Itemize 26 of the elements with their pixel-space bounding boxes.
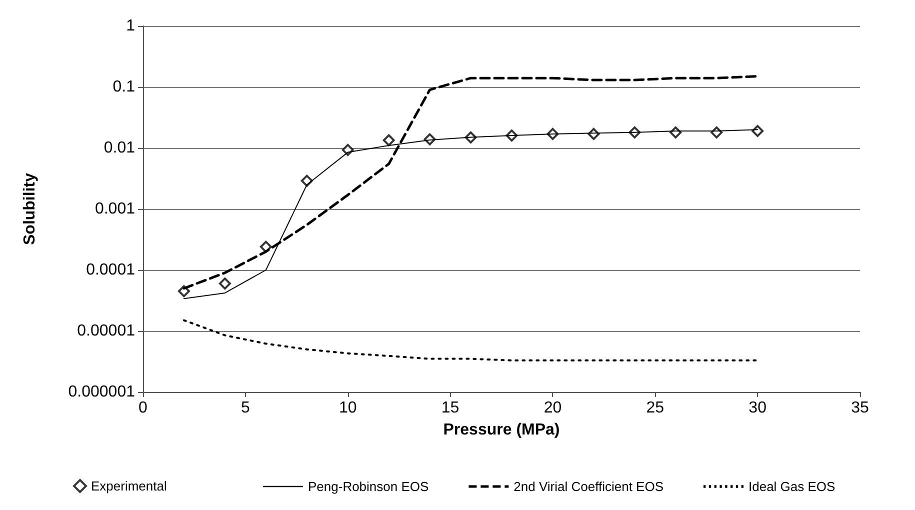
y-axis-title: Solubility [22, 172, 38, 245]
x-tick-label: 10 [338, 400, 357, 416]
point [260, 240, 272, 253]
x-axis-title: Pressure (MPa) [443, 422, 560, 438]
y-tick-label: 0.000001 [68, 384, 136, 400]
x-tick-label: 15 [441, 400, 460, 416]
y-tick-label: 0.0001 [86, 262, 136, 278]
line-series [182, 319, 759, 362]
legend-label: Experimental [91, 478, 167, 494]
x-tick-label: 20 [544, 400, 562, 416]
y-tick-label: 0.1 [112, 78, 136, 96]
x-tick-label: 30 [748, 400, 767, 416]
y-tick-label: 0.001 [94, 200, 136, 218]
x-tick-label: 25 [646, 400, 664, 416]
point [752, 124, 764, 137]
point [382, 134, 395, 146]
legend-label: 2nd Virial Coefficient EOS [514, 479, 664, 494]
x-tick-label: 35 [851, 400, 869, 416]
x-tick-label: 5 [240, 400, 250, 416]
legend-label: Peng-Robinson EOS [308, 479, 430, 494]
y-tick-label: 0.01 [104, 140, 136, 156]
y-tick-label: 1 [126, 18, 136, 34]
legend-label: Ideal Gas EOS [748, 479, 836, 494]
y-tick-label: 0.00001 [77, 322, 136, 340]
point [218, 278, 231, 290]
x-tick-label: 0 [138, 400, 148, 416]
